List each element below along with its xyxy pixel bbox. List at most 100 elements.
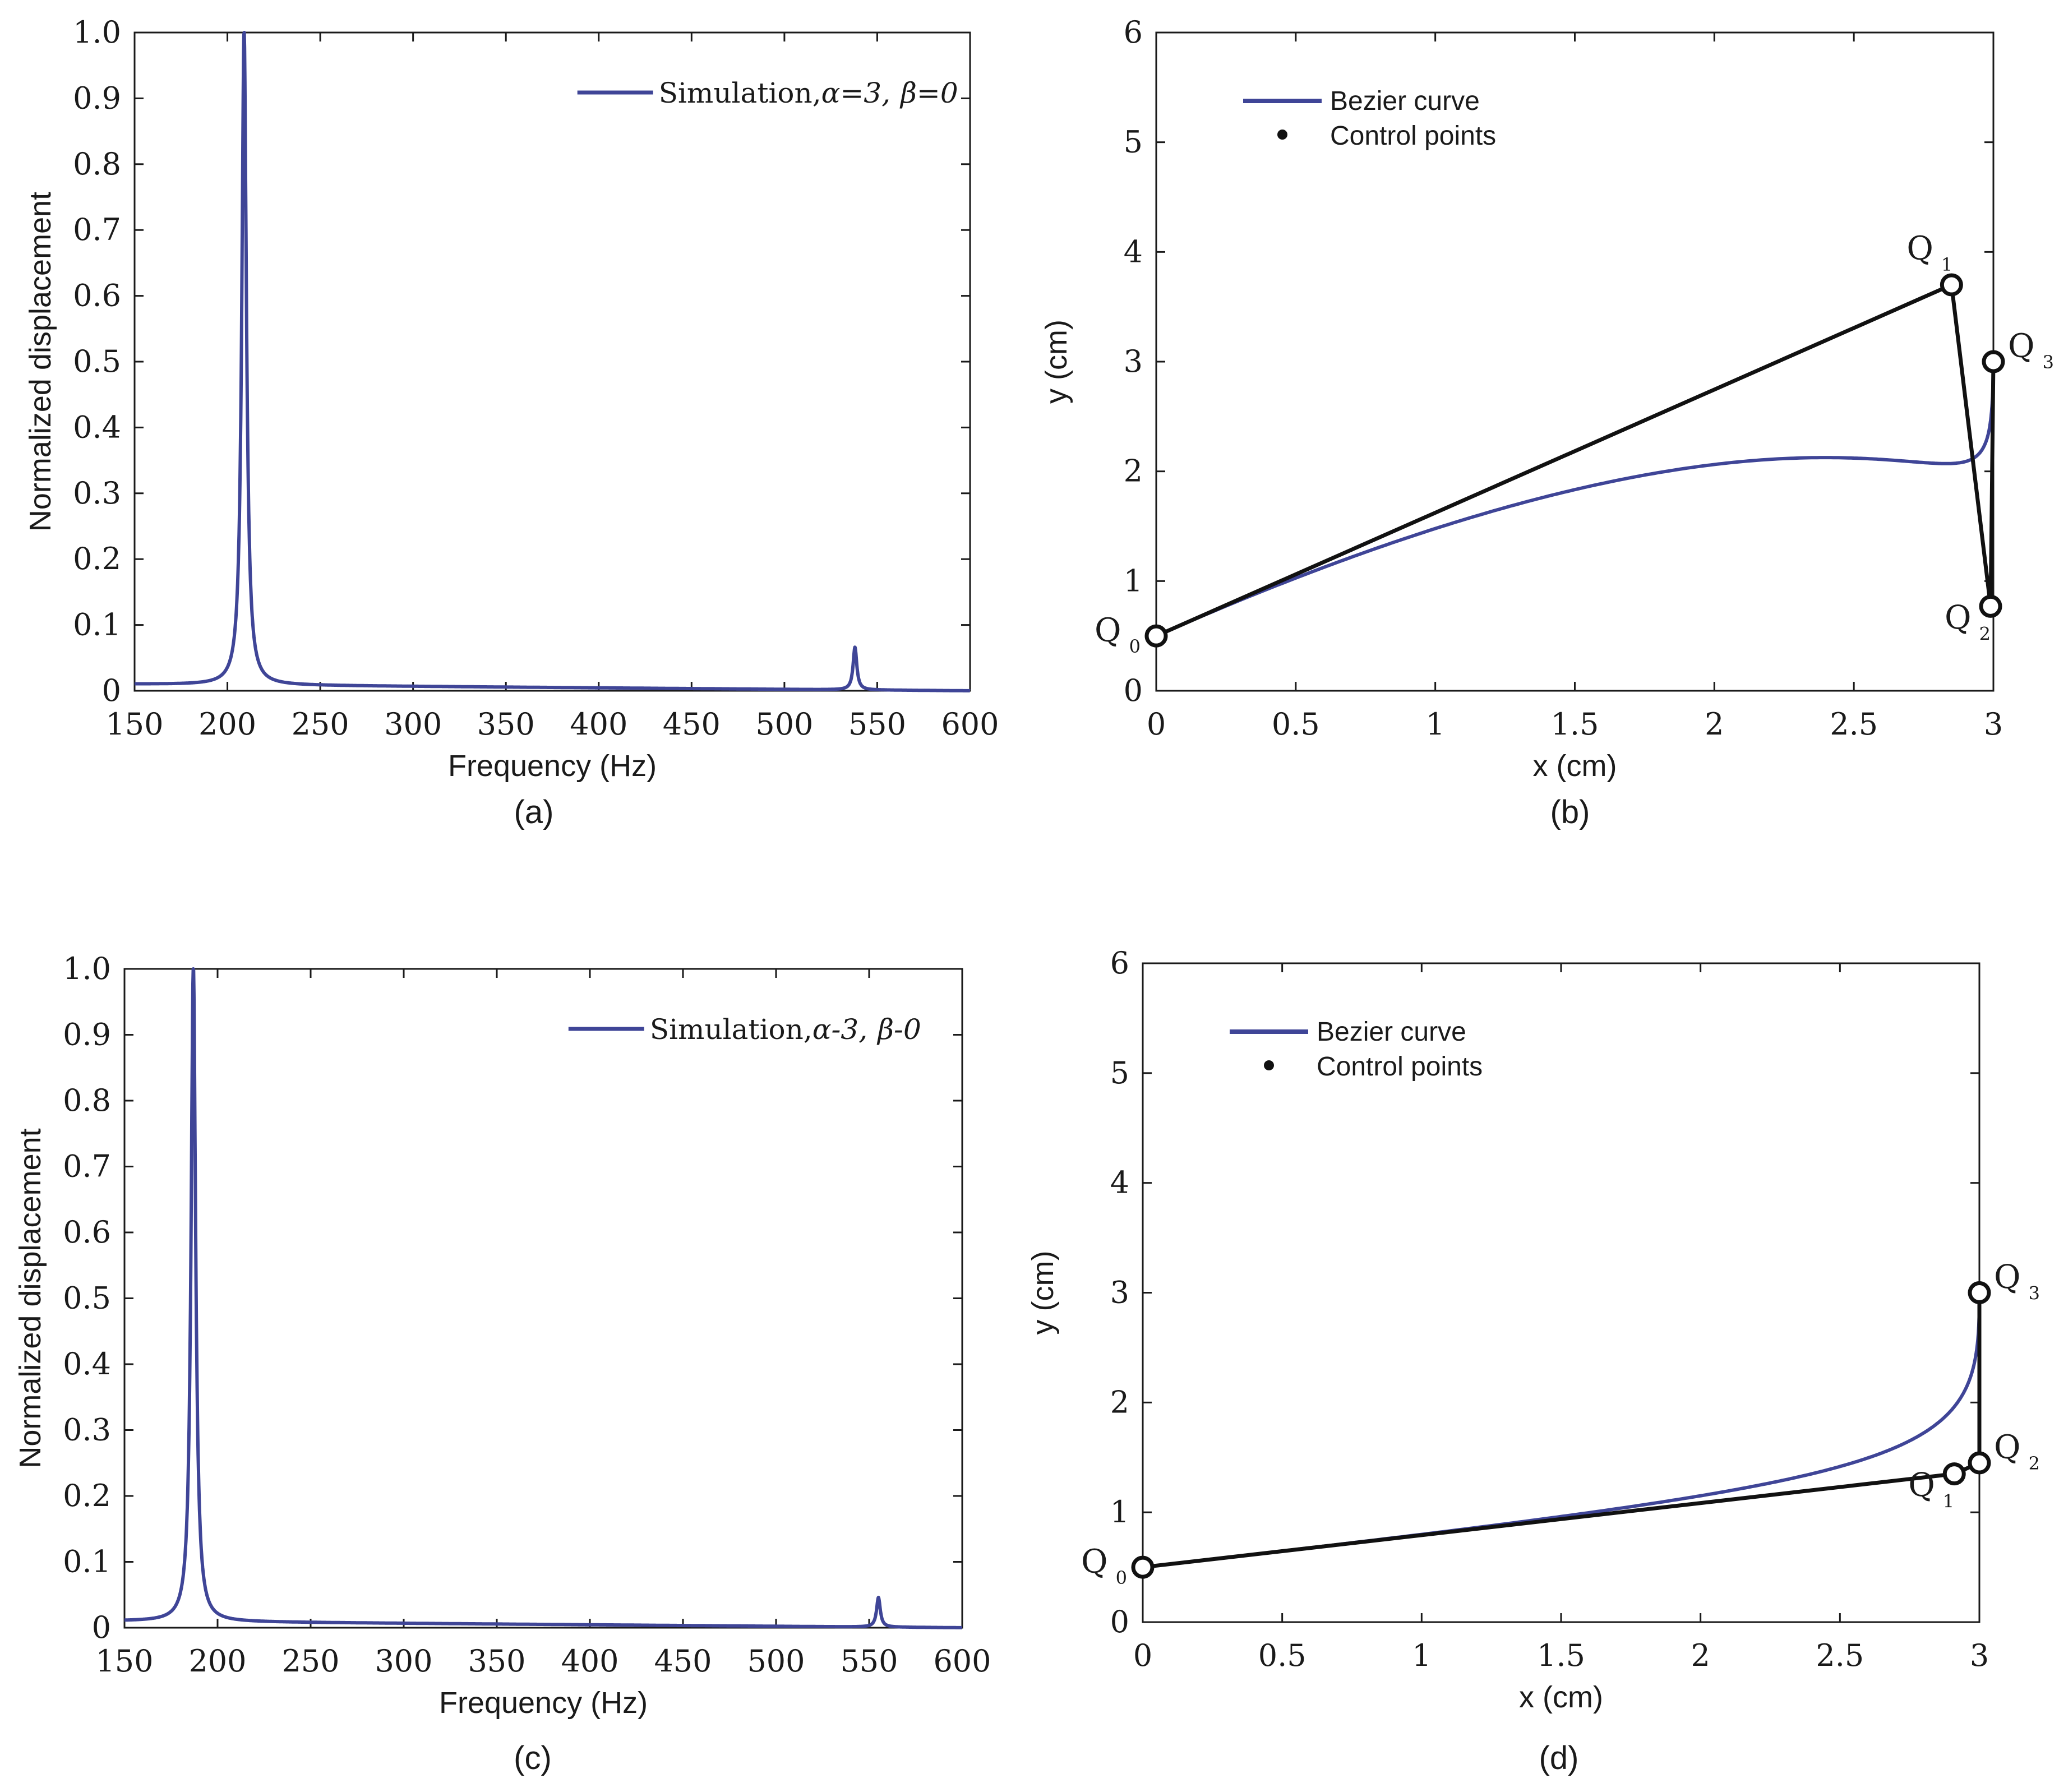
control-point-marker: [1968, 1451, 1991, 1475]
legend-alpha: α=3,: [821, 77, 890, 109]
x-tick-label: 400: [570, 706, 627, 742]
panel-caption: (d): [1539, 1740, 1579, 1776]
y-tick-label: 0.7: [73, 212, 121, 247]
x-tick-label: 1.5: [1551, 706, 1599, 742]
y-tick-label: 0: [1124, 673, 1143, 708]
control-point-subscript: 3: [2029, 1283, 2040, 1304]
legend-curve-label: Bezier curve: [1330, 86, 1480, 116]
y-tick-label: 1: [1124, 563, 1143, 598]
x-tick-label: 1: [1425, 706, 1444, 742]
x-tick-label: 300: [384, 706, 442, 742]
legend-points-label: Control points: [1330, 121, 1496, 151]
x-tick-label: 250: [281, 1643, 339, 1679]
control-point-marker: [1942, 1462, 1966, 1486]
x-tick-label: 3: [1984, 706, 2003, 742]
panel-caption: (a): [514, 794, 554, 830]
y-tick-label: 0.2: [63, 1478, 111, 1513]
bezier-curve: [1155, 361, 1995, 638]
x-tick-label: 200: [188, 1643, 246, 1679]
control-point-letter: Q: [1095, 611, 1121, 649]
legend-prefix: Simulation,: [650, 1013, 812, 1046]
legend-beta: β-0: [876, 1013, 921, 1046]
x-axis-label: x (cm): [1533, 749, 1617, 783]
legend-label: Simulation,α=3, β=0: [659, 77, 958, 109]
x-tick-label: 350: [477, 706, 535, 742]
y-tick-label: 0.6: [73, 278, 121, 313]
x-tick-label: 0.5: [1272, 706, 1320, 742]
legend-point-swatch: [1264, 1060, 1274, 1070]
control-point-marker: [1940, 273, 1963, 297]
x-tick-label: 600: [933, 1643, 991, 1679]
y-tick-label: 2: [1124, 454, 1143, 489]
x-tick-label: 3: [1970, 1638, 1989, 1673]
control-point-subscript: 0: [1129, 636, 1141, 657]
control-point-marker: [1968, 1281, 1991, 1304]
x-tick-label: 300: [375, 1643, 432, 1679]
x-tick-label: 2: [1691, 1638, 1710, 1673]
x-tick-label: 550: [848, 706, 906, 742]
y-axis-label: y (cm): [1040, 320, 1073, 404]
y-tick-label: 0.3: [63, 1412, 111, 1448]
y-tick-label: 4: [1110, 1165, 1129, 1200]
x-tick-label: 0.5: [1258, 1638, 1307, 1673]
y-tick-label: 0.5: [63, 1281, 111, 1316]
y-tick-label: 0.4: [63, 1346, 111, 1382]
legend-points-label: Control points: [1317, 1052, 1483, 1082]
x-tick-label: 1.5: [1537, 1638, 1585, 1673]
y-tick-label: 0: [1110, 1604, 1129, 1639]
x-tick-label: 1: [1412, 1638, 1431, 1673]
x-tick-label: 2.5: [1830, 706, 1878, 742]
y-tick-label: 5: [1124, 124, 1143, 160]
x-axis-label: Frequency (Hz): [448, 749, 657, 783]
control-point-marker: [1982, 350, 2005, 373]
spectrum-line: [133, 31, 972, 692]
control-point-subscript: 2: [1979, 623, 1991, 644]
y-tick-label: 1.0: [63, 951, 111, 986]
y-tick-label: 4: [1124, 234, 1143, 269]
legend-alpha: α-3,: [812, 1013, 867, 1046]
x-tick-label: 450: [654, 1643, 712, 1679]
x-tick-label: 200: [198, 706, 256, 742]
control-polygon: [1142, 1292, 1982, 1569]
y-axis-label: y (cm): [1026, 1251, 1060, 1335]
y-tick-label: 0.3: [73, 475, 121, 511]
y-tick-label: 0.5: [73, 344, 121, 379]
panel-c: 150 200 250 300 350 400 450 500 550 600 0 0.1 0.2 0.3…: [13, 951, 991, 1776]
control-point-marker: [1131, 1555, 1155, 1579]
control-point-marker: [1979, 594, 2002, 618]
panel-caption: (b): [1550, 794, 1590, 830]
x-axis-label: x (cm): [1519, 1680, 1603, 1714]
control-point-subscript: 1: [1943, 1491, 1954, 1512]
y-tick-label: 0.8: [73, 146, 121, 182]
y-tick-label: 1: [1110, 1494, 1129, 1530]
y-tick-label: 6: [1110, 945, 1129, 981]
x-tick-label: 2: [1705, 706, 1724, 742]
panel-caption: (c): [514, 1740, 552, 1776]
y-tick-label: 0.2: [73, 541, 121, 576]
x-tick-label: 400: [561, 1643, 618, 1679]
control-point-letter: Q: [2008, 327, 2035, 365]
y-tick-label: 1.0: [73, 15, 121, 50]
control-polygon: [1155, 283, 1996, 638]
control-point-letter: Q: [1994, 1258, 2021, 1296]
y-tick-label: 0.1: [73, 607, 121, 643]
x-tick-label: 600: [941, 706, 999, 742]
legend-point-swatch: [1277, 130, 1287, 140]
control-point-letter: Q: [1994, 1428, 2021, 1466]
control-point-letter: Q: [1908, 1466, 1935, 1504]
panel-a: 150 200 250 300 350 400 450 500 550 600 0 0.1 0.2 0.3…: [24, 15, 999, 830]
legend-label: Simulation,α-3, β-0: [650, 1013, 921, 1046]
x-tick-label: 250: [292, 706, 349, 742]
control-point-subscript: 0: [1116, 1567, 1127, 1588]
y-tick-label: 3: [1124, 344, 1143, 379]
